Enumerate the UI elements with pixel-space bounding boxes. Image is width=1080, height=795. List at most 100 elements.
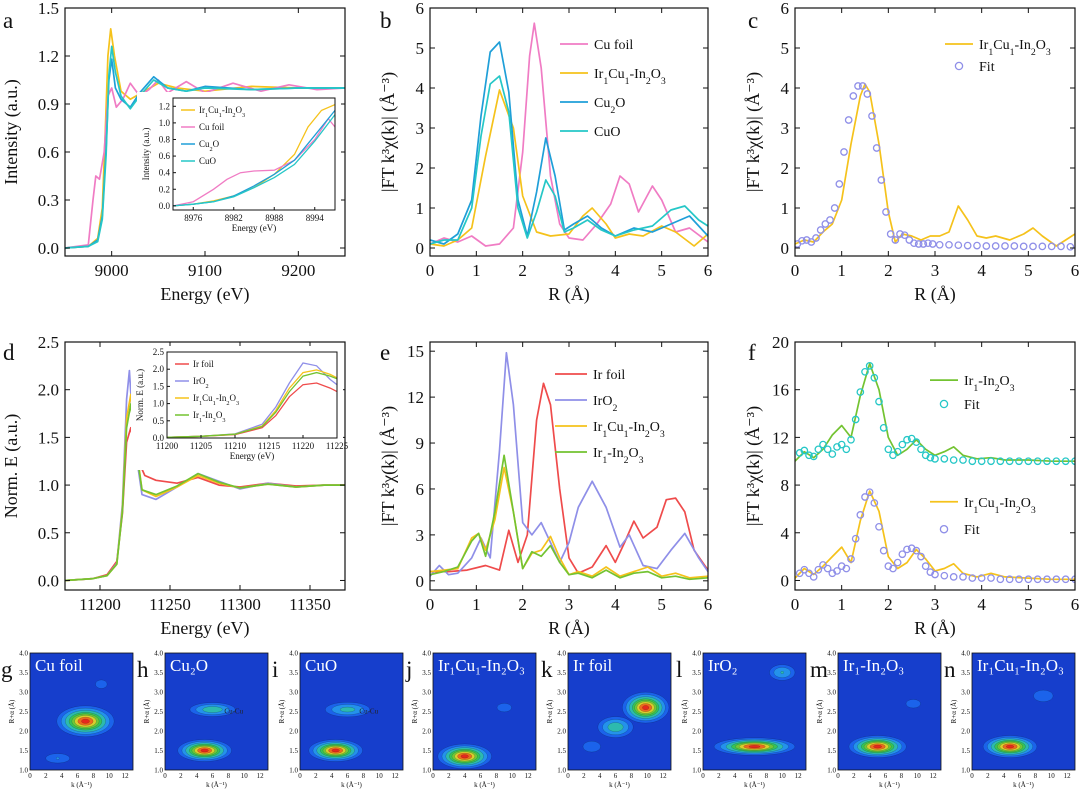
wt-y-tick-label: 2.0: [289, 728, 298, 736]
wt-x-tick-label: 4: [463, 772, 467, 780]
wt-y-tick-label: 3.0: [422, 689, 431, 697]
fit-point: [973, 241, 981, 250]
panel-letter: b: [380, 8, 392, 33]
fit-point: [837, 440, 846, 449]
fit-point: [896, 230, 904, 238]
series-line-2: [795, 490, 1075, 581]
fit-point: [842, 564, 851, 573]
fit-point: [849, 92, 858, 100]
wt-x-tick-label: 8: [227, 772, 231, 780]
wt-x-tick-label: 8: [1034, 772, 1038, 780]
inset-legend-label: Cu2O: [199, 139, 220, 153]
wt-y-tick-label: 2.5: [154, 708, 163, 716]
inset-y-tick-label: 2.0: [153, 364, 165, 374]
legend-marker-fit: [954, 61, 964, 71]
y-tick-label: 1.0: [38, 476, 59, 495]
x-tick-label: 4: [977, 261, 986, 280]
wt-heatmap: [165, 653, 268, 770]
wt-y-tick-label: 1.5: [961, 747, 970, 755]
wt-x-tick-label: 10: [1048, 772, 1056, 780]
wt-y-tick-label: 1.5: [289, 747, 298, 755]
inset-series: [173, 104, 335, 207]
fit-point: [917, 445, 925, 454]
x-tick-label: 11250: [149, 595, 191, 614]
wt-x-tick-label: 8: [495, 772, 499, 780]
y-tick-label: 1.5: [38, 0, 59, 18]
x-axis-title: R (Å): [914, 284, 956, 305]
inset-y-title: Intensity (a.u.): [141, 128, 151, 181]
fit-point: [886, 230, 895, 238]
fit-point: [889, 451, 897, 460]
fit-point: [814, 445, 823, 454]
wt-contour: [582, 740, 601, 753]
inset: 8976 8982 8988 8994 0.0 0.2 0.4 0.6 0.8 1.0 1.2 Ene…: [137, 92, 341, 242]
wt-x-tick-label: 2: [44, 772, 48, 780]
wt-y-title: R+α (Å): [546, 699, 554, 723]
wt-y-title: R+α (Å): [681, 699, 689, 723]
y-tick-label: 0: [416, 239, 425, 258]
fit-point: [851, 415, 860, 424]
wt-x-tick-label: 4: [330, 772, 334, 780]
fit-point: [819, 440, 827, 449]
y-tick-label: 6: [781, 0, 790, 18]
wt-y-tick-label: 3.0: [961, 689, 970, 697]
fit-point: [1061, 575, 1070, 584]
inset-x-tick-label: 11200: [156, 441, 179, 451]
wt-contour: [496, 703, 512, 713]
inset-y-tick-label: 0.5: [153, 416, 165, 426]
wt-panel-n: 0 2 4 6 8 10 12 1.0 1.5 2.0 2.5 3.0 3.5 4.0 k (Å⁻¹) R+α…: [944, 650, 1076, 789]
series-line-0: [430, 22, 708, 247]
wt-x-title: k (Å⁻¹): [71, 781, 92, 789]
wt-contour: [200, 748, 209, 753]
y-tick-label: 5: [781, 39, 790, 58]
series-line-3: [430, 75, 708, 245]
legend-label: Ir1-In2O3: [593, 446, 644, 466]
wt-y-tick-label: 2.5: [827, 708, 836, 716]
wt-y-tick-label: 1.0: [692, 767, 701, 775]
wt-frame: [299, 652, 404, 771]
wt-y-tick-label: 2.0: [154, 728, 163, 736]
fit-point: [830, 204, 839, 212]
x-tick-label: 5: [1024, 261, 1033, 280]
legend-label: Cu foil: [594, 38, 633, 53]
y-tick-label: 2.5: [38, 333, 59, 352]
x-tick-label: 0: [426, 595, 435, 614]
wt-x-tick-label: 6: [884, 772, 888, 780]
fit-point: [821, 220, 830, 228]
y-tick-label: 0: [416, 572, 425, 591]
inset-bg: [131, 346, 343, 470]
fit-markers-3: [795, 488, 1075, 584]
wt-x-tick-label: 12: [1064, 772, 1072, 780]
series-group: [795, 82, 1075, 251]
panel-letter: j: [405, 657, 412, 682]
fit-point: [1071, 457, 1075, 466]
x-tick-label: 5: [1024, 595, 1033, 614]
fit-point: [996, 575, 1005, 584]
panel-letter: k: [541, 657, 553, 682]
wt-x-tick-label: 12: [795, 772, 803, 780]
wt-y-tick-label: 4.0: [827, 650, 836, 658]
series-line-0: [795, 83, 1075, 247]
wt-contour: [607, 722, 624, 732]
wt-y-tick-label: 1.5: [827, 747, 836, 755]
plot-frame: [794, 7, 1076, 257]
wt-y-tick-label: 2.0: [961, 728, 970, 736]
x-tick-label: 6: [1071, 595, 1080, 614]
y-tick-label: 4: [416, 79, 425, 98]
fit-point: [800, 565, 809, 574]
y-tick-label: 3: [781, 119, 790, 138]
wt-y-tick-label: 2.0: [19, 728, 28, 736]
inset-y-tick-label: 1.2: [159, 101, 170, 111]
panel-a: 9000 9100 9200 0.0 0.3 0.6 0.9 1.2 1.5 Energy (eV…: [1, 0, 346, 305]
fit-point: [812, 234, 820, 242]
wt-y-tick-label: 2.5: [19, 708, 28, 716]
wt-heatmap: [568, 653, 671, 770]
fit-point: [1015, 575, 1023, 584]
x-tick-label: 1: [472, 261, 481, 280]
y-axis-title: Intensity (a.u.): [1, 79, 22, 184]
wt-x-tick-label: 2: [717, 772, 721, 780]
x-tick-label: 5: [657, 261, 666, 280]
inset-line-3: [167, 371, 337, 438]
x-tick-label: 6: [1071, 261, 1080, 280]
